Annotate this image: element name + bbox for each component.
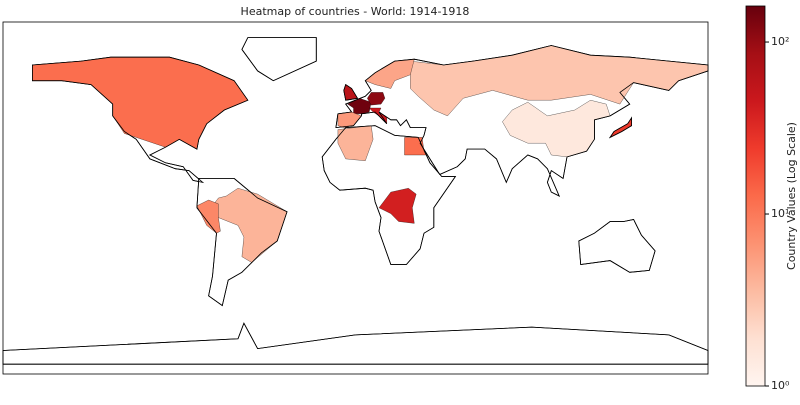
chart-title: Heatmap of countries - World: 1914-1918 (241, 5, 470, 18)
coastline (335, 45, 709, 197)
country-region (196, 199, 221, 234)
coastline (343, 83, 359, 101)
country-region (367, 92, 386, 106)
coastline (32, 56, 249, 184)
coastline (196, 178, 288, 307)
coastline (578, 219, 656, 273)
colorbar-tick-label: 10¹ (771, 207, 789, 220)
country-region (347, 98, 372, 115)
coastline (608, 116, 632, 139)
colorbar-tick-label: 10² (771, 35, 789, 48)
coastline (241, 37, 317, 82)
colorbar-label: Country Values (Log Scale) (785, 122, 798, 270)
coastline (2, 322, 709, 365)
colorbar (745, 5, 766, 387)
colorbar-tick-label: 10⁰ (771, 379, 790, 392)
country-region (378, 188, 417, 224)
coastline (321, 125, 457, 265)
